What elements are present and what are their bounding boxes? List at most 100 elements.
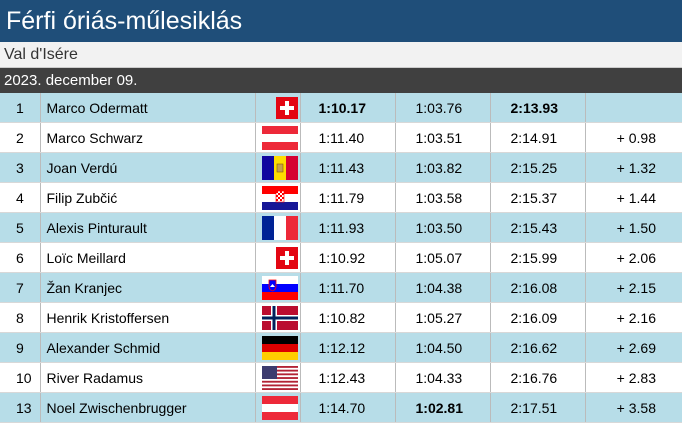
time-gap: + 1.32	[585, 152, 682, 183]
time-gap: + 3.58	[585, 392, 682, 423]
run2-time: 1:02.81	[395, 392, 491, 423]
run2-time: 1:05.07	[395, 242, 491, 273]
table-body: 1 Marco Odermatt 1:10.17 1:03.76 2:13.93 2 Mar…	[0, 93, 682, 423]
flag-cell	[255, 362, 301, 393]
result-row: 13 Noel Zwischenbrugger 1:14.70 1:02.81 2:17…	[0, 392, 682, 423]
time-gap: + 2.69	[585, 332, 682, 363]
run2-time: 1:03.82	[395, 152, 491, 183]
run2-time: 1:04.33	[395, 362, 491, 393]
total-time: 2:15.37	[490, 182, 586, 213]
rank: 9	[0, 332, 41, 363]
flag-cell	[255, 392, 301, 423]
time-gap: + 0.98	[585, 122, 682, 153]
total-time: 2:16.09	[490, 302, 586, 333]
athlete-name: Marco Odermatt	[40, 93, 256, 123]
flag-cell	[255, 242, 301, 273]
result-row: 4 Filip Zubčić 1:11.79 1:03.58 2:15.37 + 1.44	[0, 182, 682, 213]
rank: 5	[0, 212, 41, 243]
run2-time: 1:03.51	[395, 122, 491, 153]
flag-cell	[255, 122, 301, 153]
athlete-name: Marco Schwarz	[40, 122, 256, 153]
rank: 10	[0, 362, 41, 393]
rank: 1	[0, 93, 41, 123]
country-flag	[261, 305, 298, 330]
athlete-name: Noel Zwischenbrugger	[40, 392, 256, 423]
run1-time: 1:10.82	[300, 302, 396, 333]
time-gap: + 1.50	[585, 212, 682, 243]
result-row: 1 Marco Odermatt 1:10.17 1:03.76 2:13.93	[0, 93, 682, 123]
athlete-name: Alexis Pinturault	[40, 212, 256, 243]
run2-time: 1:04.50	[395, 332, 491, 363]
country-flag	[261, 365, 298, 390]
total-time: 2:16.08	[490, 272, 586, 303]
run1-time: 1:14.70	[300, 392, 396, 423]
country-flag	[275, 96, 298, 119]
flag-cell	[255, 332, 301, 363]
run1-time: 1:11.43	[300, 152, 396, 183]
total-time: 2:16.62	[490, 332, 586, 363]
rank: 6	[0, 242, 41, 273]
country-flag	[261, 215, 298, 240]
athlete-name: Henrik Kristoffersen	[40, 302, 256, 333]
flag-cell	[255, 182, 301, 213]
athlete-name: Žan Kranjec	[40, 272, 256, 303]
title: Férfi óriás-műlesiklás	[0, 0, 682, 42]
run1-time: 1:11.70	[300, 272, 396, 303]
result-row: 6 Loïc Meillard 1:10.92 1:05.07 2:15.99 + 2.0…	[0, 242, 682, 273]
result-row: 7 Žan Kranjec 1:11.70 1:04.38 2:16.08 + 2.15	[0, 272, 682, 303]
athlete-name: Joan Verdú	[40, 152, 256, 183]
run2-time: 1:03.76	[395, 93, 491, 123]
country-flag	[275, 246, 298, 269]
time-gap: + 2.83	[585, 362, 682, 393]
result-row: 9 Alexander Schmid 1:12.12 1:04.50 2:16.62 + …	[0, 332, 682, 363]
result-row: 3 Joan Verdú 1:11.43 1:03.82 2:15.25 + 1.32	[0, 152, 682, 183]
run1-time: 1:12.12	[300, 332, 396, 363]
country-flag	[261, 395, 298, 420]
total-time: 2:15.99	[490, 242, 586, 273]
rank: 8	[0, 302, 41, 333]
run2-time: 1:04.38	[395, 272, 491, 303]
run1-time: 1:11.93	[300, 212, 396, 243]
run2-time: 1:05.27	[395, 302, 491, 333]
result-row: 2 Marco Schwarz 1:11.40 1:03.51 2:14.91 + 0.9…	[0, 122, 682, 153]
run1-time: 1:12.43	[300, 362, 396, 393]
flag-cell	[255, 93, 301, 123]
rank: 3	[0, 152, 41, 183]
flag-cell	[255, 152, 301, 183]
rank: 7	[0, 272, 41, 303]
athlete-name: Alexander Schmid	[40, 332, 256, 363]
run2-time: 1:03.50	[395, 212, 491, 243]
rank: 2	[0, 122, 41, 153]
run2-time: 1:03.58	[395, 182, 491, 213]
date: 2023. december 09.	[0, 68, 682, 93]
country-flag	[261, 125, 298, 150]
athlete-name: Loïc Meillard	[40, 242, 256, 273]
total-time: 2:16.76	[490, 362, 586, 393]
result-row: 10 River Radamus 1:12.43 1:04.33 2:16.76 + 2.…	[0, 362, 682, 393]
total-time: 2:13.93	[490, 93, 586, 123]
run1-time: 1:11.79	[300, 182, 396, 213]
result-row: 8 Henrik Kristoffersen 1:10.82 1:05.27 2:16.…	[0, 302, 682, 333]
run1-time: 1:10.17	[300, 93, 396, 123]
time-gap: + 1.44	[585, 182, 682, 213]
flag-cell	[255, 212, 301, 243]
flag-cell	[255, 272, 301, 303]
total-time: 2:15.43	[490, 212, 586, 243]
flag-cell	[255, 302, 301, 333]
time-gap: + 2.06	[585, 242, 682, 273]
rank: 13	[0, 392, 41, 423]
run1-time: 1:10.92	[300, 242, 396, 273]
time-gap	[585, 93, 682, 123]
country-flag	[261, 185, 298, 210]
total-time: 2:15.25	[490, 152, 586, 183]
total-time: 2:14.91	[490, 122, 586, 153]
total-time: 2:17.51	[490, 392, 586, 423]
rank: 4	[0, 182, 41, 213]
athlete-name: Filip Zubčić	[40, 182, 256, 213]
athlete-name: River Radamus	[40, 362, 256, 393]
country-flag	[261, 275, 298, 300]
country-flag	[261, 335, 298, 360]
results-table: 1 Marco Odermatt 1:10.17 1:03.76 2:13.93 2 Mar…	[0, 93, 682, 423]
time-gap: + 2.16	[585, 302, 682, 333]
